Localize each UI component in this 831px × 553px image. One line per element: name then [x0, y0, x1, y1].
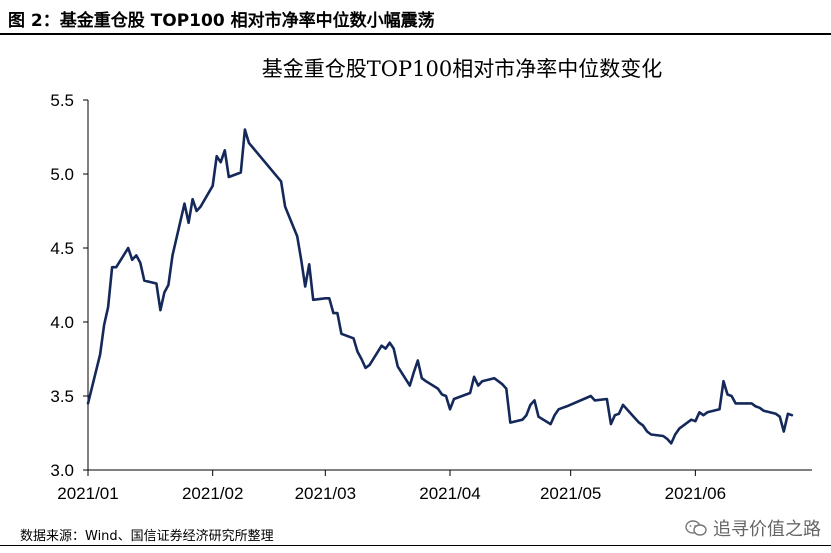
y-tick-label: 3.0: [50, 461, 74, 480]
y-tick-label: 4.5: [50, 239, 74, 258]
y-axis: 3.0 3.5 4.0 4.5 5.0 5.5: [50, 91, 89, 480]
y-tick-label: 5.5: [50, 91, 74, 110]
source-note: 数据来源：Wind、国信证券经济研究所整理: [20, 529, 274, 544]
x-tick-label: 2021/02: [182, 484, 243, 503]
watermark-text: 追寻价值之路: [713, 519, 821, 540]
header-divider: [0, 33, 831, 35]
line-chart: 基金重仓股TOP100相对市净率中位数变化 3.0 3.5 4.0 4.5 5.0 5.5…: [50, 57, 812, 503]
watermark: 追寻价值之路: [685, 508, 821, 548]
x-tick-label: 2021/04: [419, 484, 480, 503]
y-tick-label: 3.5: [50, 387, 74, 406]
wechat-icon: [685, 520, 707, 536]
series-line: [86, 128, 794, 445]
figure-header: 图 2：基金重仓股 TOP100 相对市净率中位数小幅震荡: [0, 0, 831, 35]
x-tick-label: 2021/03: [295, 484, 356, 503]
chart-title: 基金重仓股TOP100相对市净率中位数变化: [262, 57, 662, 81]
y-tick-label: 4.0: [50, 313, 74, 332]
x-tick-label: 2021/01: [57, 484, 118, 503]
footer-divider: [0, 545, 831, 546]
x-axis: 2021/01 2021/02 2021/03 2021/04 2021/05 2021/…: [57, 469, 812, 503]
y-tick-label: 5.0: [50, 165, 74, 184]
figure-title: 图 2：基金重仓股 TOP100 相对市净率中位数小幅震荡: [8, 11, 435, 31]
plot-area: [86, 128, 794, 445]
x-tick-label: 2021/06: [665, 484, 726, 503]
x-tick-label: 2021/05: [540, 484, 601, 503]
